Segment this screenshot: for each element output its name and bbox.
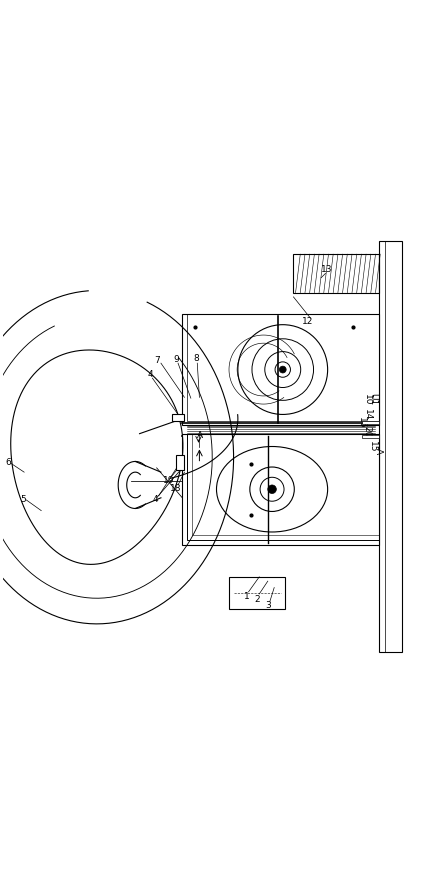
Text: 19: 19 <box>163 476 174 485</box>
Text: 20: 20 <box>362 426 372 438</box>
Text: 7: 7 <box>155 355 160 364</box>
Text: A: A <box>197 431 204 440</box>
Bar <box>192 434 379 536</box>
Text: 16: 16 <box>357 417 366 429</box>
Text: A: A <box>374 447 383 454</box>
Text: 2: 2 <box>254 595 260 604</box>
Text: 10: 10 <box>362 394 372 405</box>
Text: 18: 18 <box>170 484 181 493</box>
Bar <box>294 255 379 293</box>
Text: U1: U1 <box>368 393 377 405</box>
Text: 14: 14 <box>362 409 372 420</box>
Bar <box>362 435 379 438</box>
Bar <box>171 414 184 421</box>
Text: 4: 4 <box>147 371 153 380</box>
Text: 5: 5 <box>20 496 26 505</box>
Bar <box>176 455 184 470</box>
Text: 13: 13 <box>321 265 333 274</box>
Text: 8: 8 <box>194 355 199 363</box>
Bar <box>229 577 285 609</box>
Bar <box>362 421 379 424</box>
Text: 9: 9 <box>173 355 179 364</box>
Text: 6: 6 <box>6 458 11 467</box>
Text: 15: 15 <box>368 441 377 452</box>
Circle shape <box>268 485 276 494</box>
Circle shape <box>279 366 286 373</box>
Bar <box>187 314 379 421</box>
Text: 12: 12 <box>302 317 313 326</box>
Text: 3: 3 <box>266 602 271 611</box>
Text: 4: 4 <box>153 495 158 504</box>
Bar <box>187 434 379 539</box>
Text: 1: 1 <box>243 591 249 601</box>
Bar <box>379 241 402 652</box>
Bar <box>182 314 379 425</box>
Bar <box>182 434 379 545</box>
